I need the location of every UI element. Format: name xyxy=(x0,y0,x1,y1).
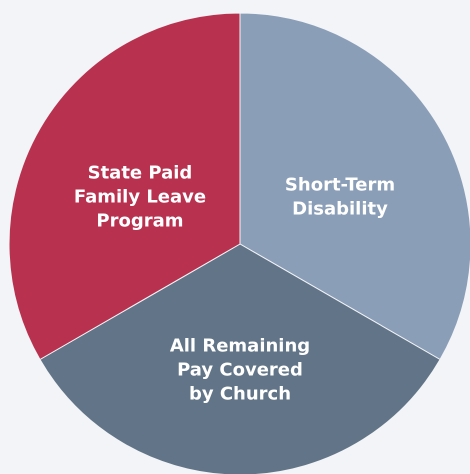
pie-slice xyxy=(39,243,441,474)
slice-label: All Remaining Pay Covered by Church xyxy=(170,336,310,405)
slice-label: Short-Term Disability xyxy=(285,174,395,219)
pie-slice xyxy=(239,12,470,361)
slice-label: State Paid Family Leave Program xyxy=(74,162,206,231)
pie-slice xyxy=(8,12,241,361)
